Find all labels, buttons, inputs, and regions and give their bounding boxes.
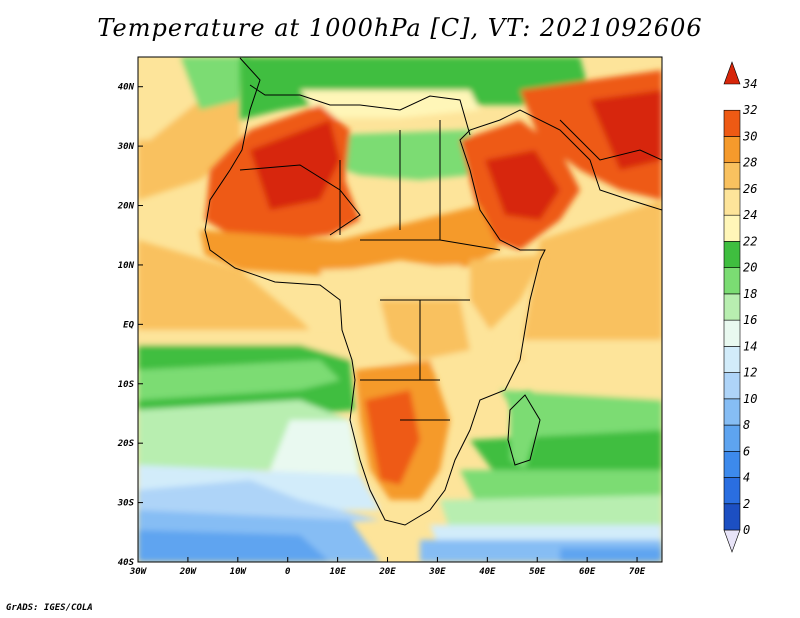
lon-tick-label: 70E bbox=[629, 567, 646, 577]
colorbar-segment bbox=[723, 109, 741, 137]
map-title: Temperature at 1000hPa [C], VT: 20210926… bbox=[97, 14, 703, 42]
lon-tick-label: 30E bbox=[428, 567, 446, 577]
lon-tick-label: 10E bbox=[329, 567, 346, 577]
lat-tick-label: 10N bbox=[118, 261, 135, 271]
lat-tick-label: 30N bbox=[117, 142, 135, 152]
lat-tick-label: 10S bbox=[118, 380, 135, 390]
lon-tick-label: 60E bbox=[579, 567, 596, 577]
colorbar-segment bbox=[723, 214, 741, 242]
colorbar-segment bbox=[723, 136, 741, 164]
colorbar-segment bbox=[723, 398, 741, 426]
lon-tick-label: 50E bbox=[529, 567, 546, 577]
lon-tick-label: 20W bbox=[179, 567, 198, 577]
colorbar-segment bbox=[723, 503, 741, 531]
lat-tick-label: 40S bbox=[118, 558, 135, 568]
colorbar-label: 16 bbox=[743, 313, 757, 327]
colorbar-segment bbox=[723, 346, 741, 373]
colorbar-segment bbox=[723, 319, 741, 347]
colorbar-label: 32 bbox=[742, 103, 757, 117]
colorbar-segment bbox=[723, 241, 741, 268]
colorbar-label: 24 bbox=[743, 208, 757, 222]
colorbar-label: 26 bbox=[743, 182, 757, 196]
colorbar-segment bbox=[723, 529, 741, 553]
lon-tick-label: 20E bbox=[378, 567, 396, 577]
colorbar-label: 12 bbox=[743, 366, 757, 380]
colorbar-label: 30 bbox=[742, 129, 757, 143]
lon-tick-label: 40E bbox=[479, 567, 496, 577]
lon-tick-label: 30W bbox=[129, 567, 148, 577]
colorbar-label: 34 bbox=[742, 77, 757, 91]
lat-tick-label: 30S bbox=[117, 499, 135, 509]
colorbar-segment bbox=[723, 188, 741, 216]
coastlines bbox=[204, 57, 662, 526]
colorbar-label: 0 bbox=[743, 523, 750, 537]
colorbar-label: 14 bbox=[743, 339, 757, 353]
colorbar-label: 18 bbox=[743, 287, 757, 301]
colorbar-label: 4 bbox=[743, 471, 750, 485]
lon-tick-label: 0 bbox=[285, 567, 291, 577]
colorbar-segment bbox=[723, 372, 741, 400]
lat-tick-label: 20N bbox=[117, 202, 135, 212]
colorbar-label: 28 bbox=[743, 156, 757, 170]
longitude-axis: 30W 20W 10W 0 10E 20E 30E 40E 50E 60E 70E bbox=[129, 557, 646, 577]
colorbar-segment bbox=[723, 61, 741, 85]
colorbar-label: 10 bbox=[743, 392, 757, 406]
temperature-field bbox=[138, 57, 662, 562]
colorbar-segment bbox=[723, 267, 741, 295]
colorbar-segment bbox=[723, 450, 741, 478]
colorbar-label: 20 bbox=[743, 261, 757, 275]
colorbar-segment bbox=[723, 293, 741, 321]
colorbar-label: 8 bbox=[743, 418, 750, 432]
lon-tick-label: 10W bbox=[230, 567, 248, 577]
colorbar-segment bbox=[723, 424, 741, 452]
lat-tick-label: 20S bbox=[117, 439, 135, 449]
lat-tick-label: 40N bbox=[118, 83, 135, 93]
grads-credit: GrADS: IGES/COLA bbox=[6, 603, 93, 613]
colorbar-segment bbox=[723, 477, 741, 505]
colorbar-segment bbox=[723, 162, 741, 190]
colorbar-label: 2 bbox=[743, 497, 750, 511]
lat-tick-label: EQ bbox=[123, 320, 134, 330]
colorbar-label: 6 bbox=[743, 444, 750, 458]
latitude-axis: 40N 30N 20N 10N EQ 10S 20S 30S 40S bbox=[117, 83, 143, 568]
colorbar-label: 22 bbox=[743, 234, 757, 248]
